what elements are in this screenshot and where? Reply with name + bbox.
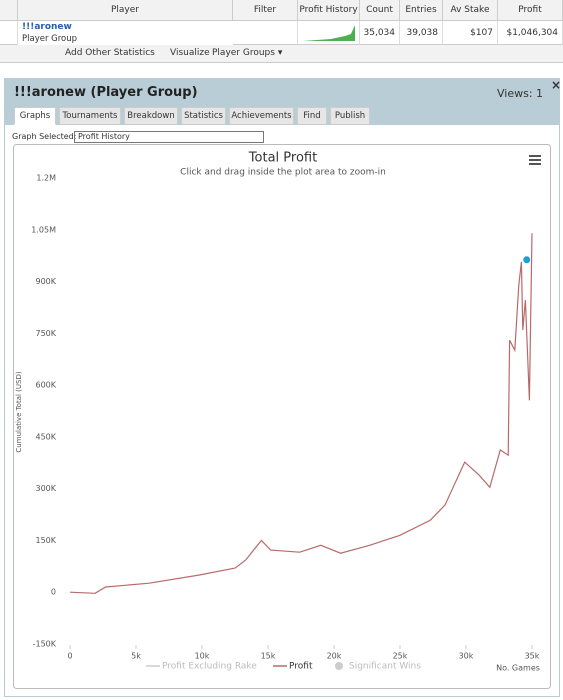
x-tick-label: 35k — [525, 652, 540, 661]
player-link[interactable]: !!!aronew — [22, 22, 72, 32]
y-tick-label: 150K — [35, 536, 56, 545]
player-groups[interactable]: Player Groups ▾ — [212, 48, 283, 58]
x-tick-label: 10k — [195, 652, 210, 661]
chart-title: Total Profit — [248, 151, 317, 166]
y-tick-label: 1.2M — [36, 174, 56, 183]
tab[interactable]: Breakdown — [124, 107, 178, 125]
x-tick-label: 5k — [131, 652, 141, 661]
legend-entry[interactable]: Profit — [289, 662, 313, 672]
cell: $1,046,304 — [498, 21, 563, 45]
filter-cell — [233, 21, 298, 45]
row-check[interactable] — [0, 21, 18, 45]
select-all[interactable] — [0, 0, 18, 21]
x-axis-title: No. Games — [496, 664, 540, 673]
y-tick-label: 750K — [35, 329, 56, 338]
tab[interactable]: Achievements — [229, 107, 294, 125]
panel-title: !!!aronew (Player Group) — [14, 85, 198, 100]
col-head[interactable]: Profit — [498, 0, 563, 21]
tab[interactable]: Tournaments — [59, 107, 121, 125]
views: Views: 1 — [497, 87, 544, 100]
chart-frame — [13, 144, 551, 689]
y-tick-label: 1.05M — [31, 225, 56, 234]
cell: 35,034 — [360, 21, 400, 45]
legend-entry[interactable]: Significant Wins — [349, 662, 421, 672]
cell: $107 — [443, 21, 498, 45]
graph-select[interactable]: Profit History — [74, 131, 264, 143]
y-tick-label: 900K — [35, 277, 56, 286]
cell: 39,038 — [400, 21, 443, 45]
close[interactable]: × — [551, 78, 562, 92]
col-head[interactable]: Player — [18, 0, 233, 21]
y-axis-title: Cumulative Total (USD) — [15, 371, 23, 452]
legend-symbol — [335, 662, 343, 670]
x-tick-label: 20k — [327, 652, 342, 661]
significant-win — [523, 256, 531, 264]
player-group: Player Group — [22, 34, 78, 44]
y-tick-label: 300K — [35, 484, 56, 493]
visualize[interactable]: Visualize — [170, 48, 210, 58]
y-tick-label: -150K — [33, 640, 57, 649]
profit-line — [69, 233, 533, 594]
col-head[interactable]: Filter — [233, 0, 298, 21]
col-head[interactable]: Count — [360, 0, 400, 21]
add-stats[interactable]: Add Other Statistics — [65, 48, 155, 58]
y-tick-label: 450K — [35, 432, 56, 441]
col-head[interactable]: Av Stake — [443, 0, 498, 21]
legend-entry[interactable]: Profit Excluding Rake — [162, 662, 257, 672]
sparkline — [303, 25, 355, 41]
x-tick-label: 15k — [261, 652, 276, 661]
y-tick-label: 600K — [35, 381, 56, 390]
x-tick-label: 25k — [393, 652, 408, 661]
col-head[interactable]: Entries — [400, 0, 443, 21]
tab[interactable]: Publish — [330, 107, 370, 125]
menu-icon[interactable] — [529, 155, 541, 165]
tab[interactable]: Graphs — [14, 107, 56, 125]
sparkline-cell — [298, 21, 360, 45]
chart: Total Profit Click and drag inside the p… — [13, 144, 551, 689]
y-tick-label: 0 — [51, 588, 56, 597]
graph-label: Graph Selected: — [12, 132, 77, 141]
x-tick-label: 0 — [67, 652, 72, 661]
x-tick-label: 30k — [459, 652, 474, 661]
toolbar: Add Other Statistics Visualize Player Gr… — [0, 45, 563, 63]
tab[interactable]: Find — [297, 107, 327, 125]
chart-subtitle: Click and drag inside the plot area to z… — [180, 168, 386, 178]
tab[interactable]: Statistics — [181, 107, 226, 125]
col-head[interactable]: Profit History — [298, 0, 360, 21]
